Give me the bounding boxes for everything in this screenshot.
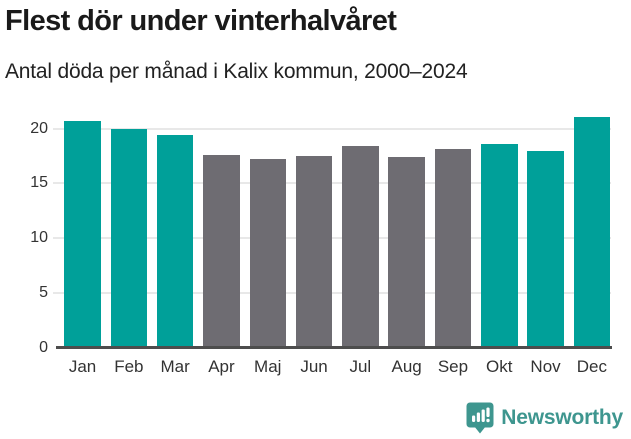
x-axis-line [56, 346, 612, 349]
bar-okt [481, 144, 518, 348]
bar-nov [527, 151, 564, 348]
bar-jan [64, 121, 101, 348]
x-axis-label-jan: Jan [68, 357, 97, 376]
bar-apr [203, 155, 240, 348]
y-axis-tick-5: 5 [39, 284, 48, 302]
x-axis-label-nov: Nov [530, 357, 561, 376]
x-axis-label-jul: Jul [349, 357, 372, 376]
bar-mar [156, 135, 194, 348]
x-axis-label-okt: Okt [486, 357, 513, 376]
y-axis-tick-0: 0 [39, 339, 48, 356]
bar-sep [434, 149, 472, 348]
newsworthy-logo: Newsworthy [466, 401, 623, 434]
x-axis-label-jun: Jun [300, 357, 328, 376]
newsworthy-logo-text: Newsworthy [501, 405, 623, 429]
page-title: Flest dör under vinterhalvåret [5, 5, 397, 37]
gridline-20 [53, 127, 611, 130]
chart-subtitle: Antal döda per månad i Kalix kommun, 200… [5, 60, 468, 83]
x-axis-label-maj: Maj [254, 357, 282, 376]
bar-aug [388, 157, 425, 348]
x-axis-label-aug: Aug [391, 357, 422, 376]
y-axis-tick-15: 15 [30, 174, 48, 192]
x-axis-label-apr: Apr [208, 357, 235, 376]
bar-jun [295, 156, 333, 348]
bar-dec [573, 117, 611, 348]
newsworthy-logo-icon [466, 402, 494, 434]
y-axis-tick-10: 10 [30, 229, 48, 247]
x-axis-label-feb: Feb [114, 357, 144, 376]
x-axis-label-mar: Mar [160, 357, 190, 376]
y-axis-tick-20: 20 [30, 119, 48, 137]
bar-feb [110, 129, 148, 348]
x-axis-label-dec: Dec [576, 357, 607, 376]
x-axis-label-sep: Sep [437, 357, 469, 376]
bar-maj [249, 159, 286, 348]
bar-jul [342, 146, 379, 348]
